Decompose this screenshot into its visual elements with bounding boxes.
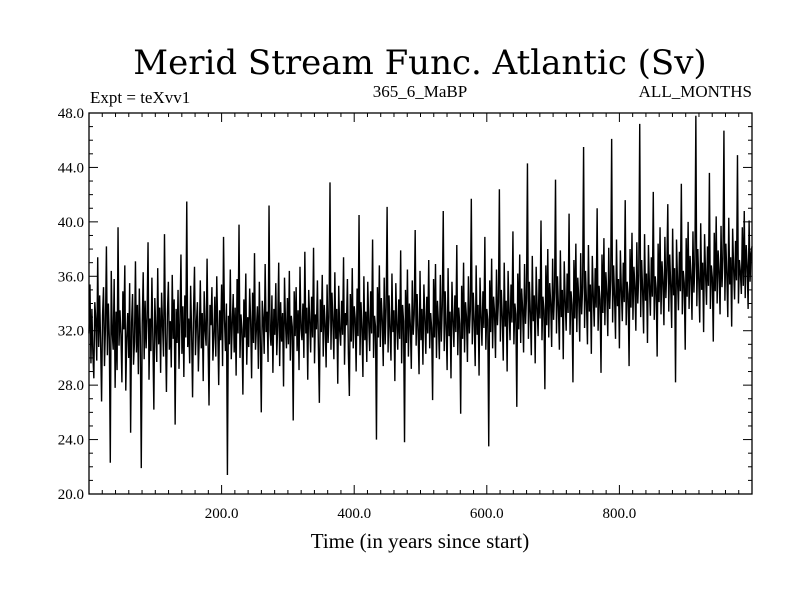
chart-title: Merid Stream Func. Atlantic (Sv) <box>133 43 706 83</box>
y-tick-label: 36.0 <box>58 269 84 285</box>
x-tick-label: 800.0 <box>603 506 637 522</box>
y-tick-label: 32.0 <box>58 324 84 340</box>
x-tick-label: 600.0 <box>470 506 504 522</box>
x-tick-label: 200.0 <box>205 506 239 522</box>
y-tick-label: 20.0 <box>58 487 84 503</box>
series-layer <box>88 115 753 475</box>
axis-layer: 20.0 24.0 28.0 32.0 36.0 40.0 44.0 48.0 200.0 400… <box>58 106 752 522</box>
x-tick-label: 400.0 <box>337 506 371 522</box>
period-label: 365_6_MaBP <box>373 82 467 101</box>
y-tick-label: 28.0 <box>58 378 84 394</box>
y-tick-label: 24.0 <box>58 433 84 449</box>
y-tick-label: 40.0 <box>58 215 84 231</box>
months-label: ALL_MONTHS <box>639 82 752 101</box>
y-tick-label: 48.0 <box>58 106 84 122</box>
x-axis-label: Time (in years since start) <box>311 529 530 553</box>
series-line-amoc <box>88 115 753 475</box>
y-tick-label: 44.0 <box>58 160 84 176</box>
experiment-label: Expt = teXvv1 <box>90 88 190 107</box>
